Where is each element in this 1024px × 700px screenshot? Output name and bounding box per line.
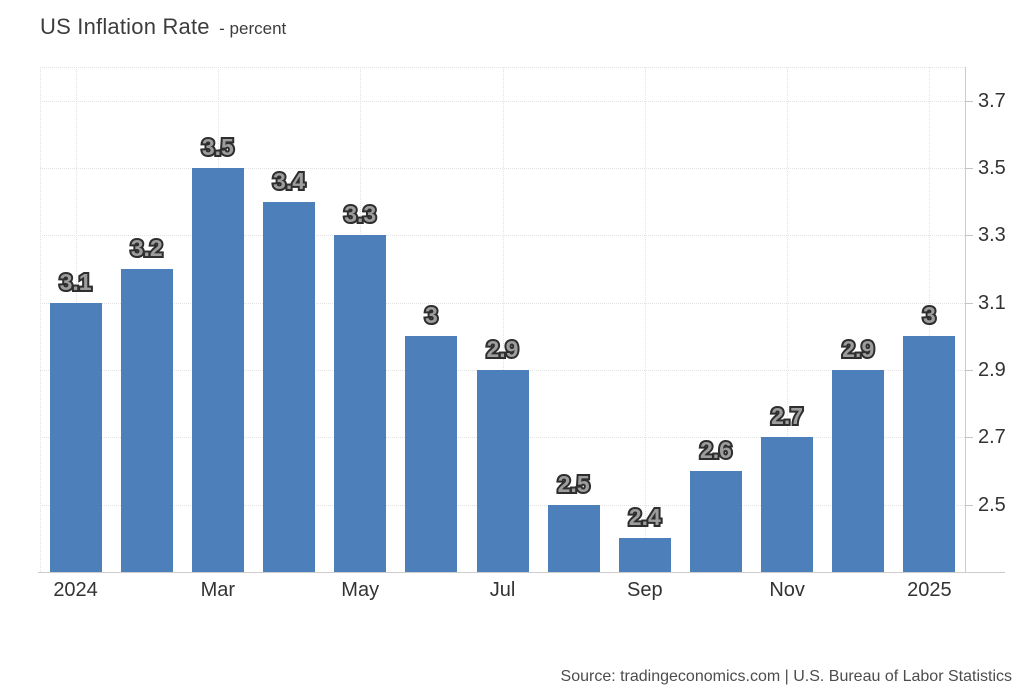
grid-x-line — [644, 67, 646, 572]
y-tick-label: 3.7 — [978, 89, 1006, 112]
bar-value-text: 3.1 — [59, 268, 92, 295]
bar-value-outline: 2.9 — [485, 334, 521, 364]
y-axis-tick — [965, 235, 973, 237]
bar[interactable] — [476, 370, 529, 572]
bar-value-label: 3.4 3.4 — [249, 166, 329, 196]
y-axis-tick — [965, 370, 973, 371]
bar-value-label: 2.6 2.6 — [676, 435, 756, 465]
bar-value-label: 2.9 2.9 — [818, 334, 898, 364]
bar[interactable] — [689, 471, 742, 572]
bar[interactable] — [761, 437, 814, 572]
bar-value-text: 2.9 — [842, 336, 875, 362]
chart-title-text: US Inflation Rate — [40, 14, 210, 39]
bar-value-text: 3.4 — [273, 167, 306, 194]
x-tick-label: Jul — [489, 579, 516, 601]
bar-value-outline: 2.4 — [627, 502, 663, 532]
source-attribution: Source: tradingeconomics.com | U.S. Bure… — [560, 668, 1012, 685]
y-tick-label: 3.5 — [978, 157, 1006, 179]
x-tick-label: Mar — [200, 579, 236, 601]
x-tick-label: May — [341, 579, 380, 601]
bar-value-label: 3.3 3.3 — [320, 199, 400, 229]
x-tick-label: Nov — [769, 579, 805, 601]
bar-value-outline: 3.2 — [129, 233, 165, 263]
bar-value-label: 2.4 2.4 — [605, 502, 685, 532]
y-tick-label: 3.1 — [978, 291, 1006, 314]
grid-x-line — [502, 67, 504, 572]
y-axis-tick — [965, 168, 973, 169]
bar[interactable] — [334, 235, 387, 572]
y-axis-tick — [965, 302, 973, 304]
y-axis-tick — [965, 100, 973, 102]
bar-value-label: 3.2 3.2 — [107, 233, 187, 263]
bar-value-text: 2.5 — [557, 470, 590, 497]
y-tick-label: 2.5 — [978, 493, 1006, 516]
bar[interactable] — [49, 302, 102, 572]
bar-value-outline: 2.5 — [556, 469, 592, 499]
x-tick-label: Sep — [627, 579, 663, 601]
grid-x-line — [787, 67, 789, 572]
bar[interactable] — [120, 269, 173, 572]
bar[interactable] — [618, 538, 671, 572]
bar-value-outline: 3.1 — [58, 267, 94, 297]
bar-value-label: 2.7 2.7 — [747, 401, 827, 431]
bar-value-outline: 2.6 — [698, 435, 734, 465]
bar[interactable] — [832, 370, 885, 572]
bar-value-outline: 2.9 — [840, 334, 876, 364]
bar-value-outline: 3.5 — [200, 132, 236, 162]
bar-value-text: 3 — [923, 302, 936, 329]
bar-value-text: 3.2 — [130, 235, 163, 261]
bar[interactable] — [405, 336, 458, 572]
y-axis-line — [965, 67, 966, 572]
chart-subtitle-text: - percent — [219, 19, 287, 38]
x-tick-label: 2024 — [53, 579, 98, 601]
y-tick-label: 3.3 — [978, 224, 1006, 247]
y-tick-label: 2.7 — [978, 426, 1006, 449]
bar-value-outline: 3.3 — [342, 199, 378, 229]
y-axis-tick — [965, 504, 973, 506]
bar-value-label: 3.1 3.1 — [36, 267, 116, 297]
bar-value-outline: 3.4 — [271, 166, 307, 196]
bar[interactable] — [191, 168, 244, 572]
bar-value-outline: 3 — [921, 300, 938, 330]
y-tick-label: 2.9 — [978, 359, 1006, 381]
bar-value-label: 3.5 3.5 — [178, 132, 258, 162]
bar[interactable] — [263, 201, 316, 572]
bar-value-text: 3.5 — [201, 134, 234, 160]
bar-value-text: 3.3 — [344, 201, 377, 228]
x-axis-line — [38, 572, 1005, 573]
bar[interactable] — [547, 504, 600, 572]
bar-value-text: 2.4 — [628, 504, 661, 531]
y-axis-tick — [965, 437, 973, 439]
bar-value-label: 2.5 2.5 — [534, 469, 614, 499]
bar-value-outline: 3 — [423, 300, 440, 330]
bar-value-text: 2.6 — [699, 437, 732, 463]
bar-value-text: 2.9 — [486, 336, 519, 362]
bar-value-outline: 2.7 — [769, 401, 805, 431]
bar-value-text: 3 — [424, 302, 438, 329]
bar-value-label: 2.9 2.9 — [463, 334, 543, 364]
plot-border-left — [40, 67, 41, 572]
bar-value-text: 2.7 — [771, 403, 804, 430]
bar[interactable] — [903, 336, 956, 572]
x-tick-label: 2025 — [907, 579, 952, 601]
chart-title: US Inflation Rate - percent — [40, 14, 286, 40]
grid-x-line — [929, 67, 931, 572]
